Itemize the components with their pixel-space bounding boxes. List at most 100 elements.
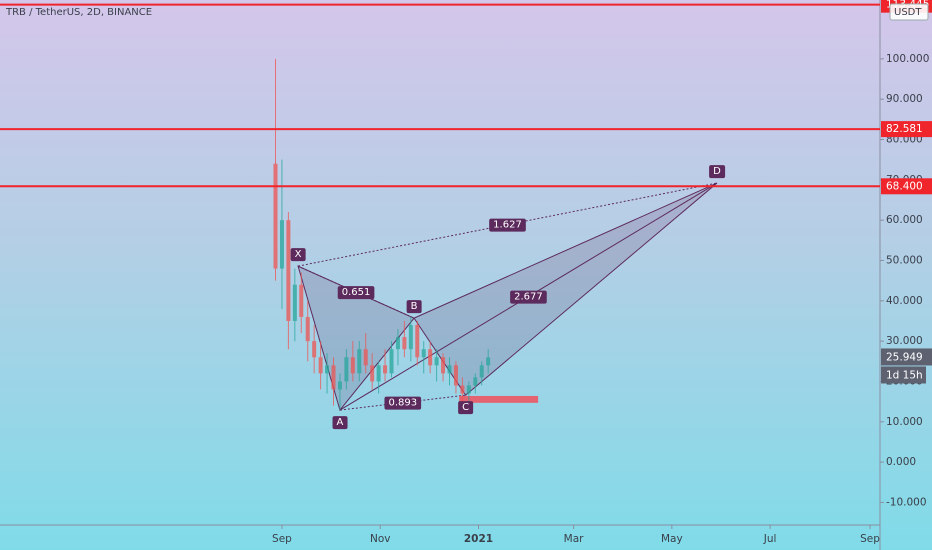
candle-body [325, 365, 330, 374]
level-label: 68.400 [886, 180, 923, 192]
y-tick-label: -10.000 [886, 496, 927, 508]
point-label: B [411, 301, 418, 312]
ratio-label-bg [337, 286, 375, 300]
candle [325, 353, 330, 394]
point-label-group: A [332, 416, 348, 430]
x-tick-label: May [661, 533, 683, 545]
candle-body [466, 385, 471, 394]
candle [466, 381, 471, 402]
x-tick-label: Sep [860, 533, 880, 545]
candle [357, 341, 362, 382]
x-tick-label: Sep [272, 533, 292, 545]
y-tick-label: 40.000 [886, 295, 923, 307]
y-tick-label: 90.000 [886, 93, 923, 105]
candle-body [350, 357, 355, 374]
candle-body [279, 220, 284, 269]
ratio-label-bg [384, 396, 422, 410]
level-label-bg [881, 178, 932, 195]
point-label-bg [290, 248, 306, 262]
level-label-group: 68.400 [881, 178, 932, 195]
candle-body [389, 349, 394, 374]
candle [479, 361, 484, 386]
chart-title: TRB / TetherUS, 2D, BINANCE [5, 7, 152, 18]
y-tick-label: 100.000 [886, 53, 929, 65]
ratio-label: 1.627 [493, 220, 522, 231]
candle-body [273, 163, 278, 269]
y-tick-label: 30.000 [886, 335, 923, 347]
point-label: C [462, 402, 469, 413]
ratio-label-group: 1.627 [489, 218, 526, 232]
point-label-group: X [290, 248, 306, 262]
candle-body [395, 337, 400, 350]
candle [395, 329, 400, 366]
candle-body [286, 220, 291, 321]
candle [337, 373, 342, 410]
candle [370, 353, 375, 390]
price-label-bg [881, 348, 932, 366]
candle [312, 325, 317, 374]
point-label-group: B [406, 300, 422, 314]
y-tick-label: 60.000 [886, 214, 923, 226]
candle-body [441, 357, 446, 374]
candle-body [337, 381, 342, 390]
candle [447, 357, 452, 386]
candle-body [370, 365, 375, 382]
candle [363, 333, 368, 374]
candle-body [383, 365, 388, 374]
point-label-group: C [458, 401, 474, 415]
level-label-bg [881, 121, 932, 138]
x-tick-label: Jul [763, 533, 777, 545]
candle [383, 349, 388, 382]
point-label-bg [332, 416, 348, 430]
candle-body [460, 385, 465, 394]
x-tick-label: Nov [370, 533, 391, 545]
candle-body [363, 349, 368, 366]
candle [453, 361, 458, 394]
point-label: X [295, 249, 302, 260]
currency: USDT [894, 7, 922, 18]
ratio-label: 0.651 [342, 287, 371, 298]
ratio-line [297, 265, 415, 319]
point-label: A [337, 417, 344, 428]
candle [344, 349, 349, 390]
point-label: D [713, 166, 721, 177]
price-label: 25.949 [886, 351, 923, 363]
candle [389, 341, 394, 378]
candle [331, 357, 336, 406]
ratio-line [339, 394, 466, 411]
level-label: 82.581 [886, 123, 923, 135]
candle-body [312, 341, 317, 358]
ratio-label-group: 2.677 [510, 290, 547, 304]
y-tick-label: 10.000 [886, 416, 923, 428]
candle [460, 377, 465, 402]
candle-body [318, 357, 323, 374]
candle [299, 272, 304, 334]
y-tick-label: 50.000 [886, 254, 923, 266]
candle-body [434, 357, 439, 366]
x-tick-label: 2021 [464, 533, 493, 545]
pattern-area [413, 182, 718, 396]
candle-body [428, 349, 433, 366]
candle [486, 349, 491, 374]
candle-body [479, 365, 484, 378]
candle-body [305, 316, 310, 342]
candle [279, 159, 284, 309]
candle [376, 361, 381, 394]
x-tick-label: Mar [564, 533, 584, 545]
ratio-label-bg [510, 290, 547, 304]
candle [305, 300, 310, 362]
candle-body [453, 365, 458, 386]
point-label-bg [406, 300, 422, 314]
candle [292, 268, 297, 342]
level-label-group: 82.581 [881, 121, 932, 138]
candle [421, 341, 426, 374]
candle-body [447, 365, 452, 374]
candle [434, 349, 439, 382]
candle-body [344, 357, 349, 382]
candle [402, 320, 407, 358]
point-label-bg [458, 401, 474, 415]
target-zone [459, 395, 539, 403]
y-tick-label: 0.000 [886, 456, 916, 468]
countdown: 1d 15h [886, 369, 923, 381]
